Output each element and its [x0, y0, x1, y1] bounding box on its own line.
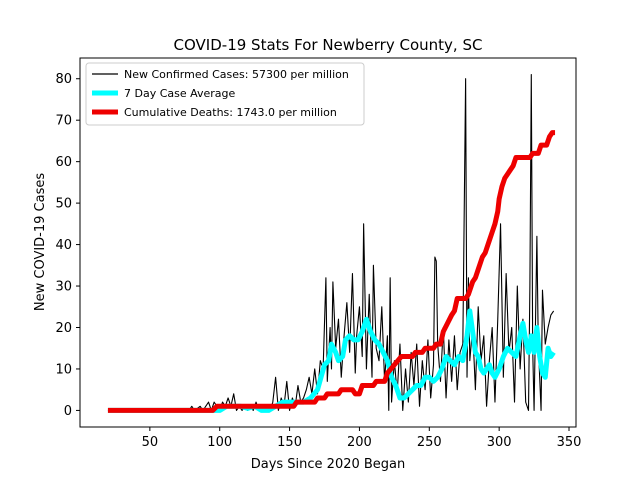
- legend-label-cumulative-deaths: Cumulative Deaths: 1743.0 per million: [124, 106, 337, 119]
- y-tick-label: 50: [55, 197, 72, 212]
- x-tick-label: 50: [142, 435, 159, 450]
- plot-frame: [79, 57, 577, 428]
- y-tick-label: 40: [55, 238, 72, 253]
- y-tick-label: 20: [55, 321, 72, 336]
- x-axis-label: Days Since 2020 Began: [251, 457, 406, 472]
- y-tick-label: 70: [55, 114, 72, 129]
- legend-box: [85, 62, 365, 126]
- cumulative-deaths-line: [107, 130, 556, 413]
- y-axis: 0 10 20 30 40 50 60 70 80: [55, 72, 80, 419]
- x-tick-label: 150: [277, 435, 302, 450]
- series-layer: [107, 74, 556, 413]
- legend: New Confirmed Cases: 57300 per million 7…: [85, 62, 365, 126]
- seven-day-average-line: [107, 308, 556, 413]
- x-tick-label: 350: [557, 435, 582, 450]
- y-tick-label: 10: [55, 362, 72, 377]
- x-tick-label: 250: [417, 435, 442, 450]
- legend-label-new-cases: New Confirmed Cases: 57300 per million: [124, 68, 349, 81]
- x-tick-label: 200: [347, 435, 372, 450]
- x-tick-label: 300: [487, 435, 512, 450]
- y-axis-label: New COVID-19 Cases: [33, 173, 48, 311]
- chart-title: COVID-19 Stats For Newberry County, SC: [174, 36, 483, 54]
- y-tick-label: 80: [55, 72, 72, 87]
- legend-label-7-day-average: 7 Day Case Average: [124, 87, 236, 100]
- y-tick-label: 60: [55, 155, 72, 170]
- x-tick-label: 100: [207, 435, 232, 450]
- y-tick-label: 0: [64, 404, 72, 419]
- y-tick-label: 30: [55, 280, 72, 295]
- x-axis: 50 100 150 200 250 300 350: [142, 427, 582, 450]
